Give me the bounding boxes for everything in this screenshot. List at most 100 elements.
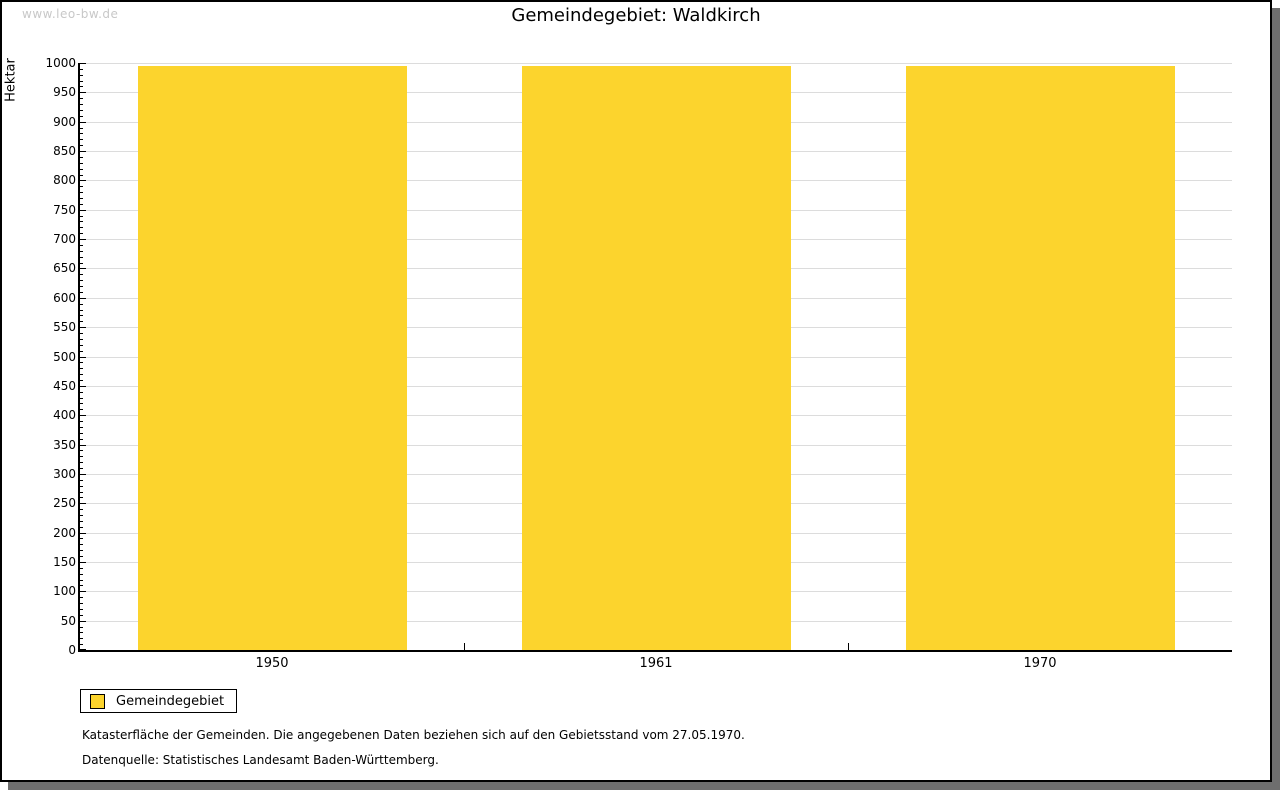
- y-tick-minor: [80, 544, 83, 545]
- bar-1950: [138, 66, 407, 650]
- y-tick-minor: [80, 310, 83, 311]
- y-tick-major: [80, 533, 86, 534]
- y-tick-minor: [80, 263, 83, 264]
- y-tick-minor: [80, 574, 83, 575]
- y-tick-minor: [80, 116, 83, 117]
- y-tick-minor: [80, 104, 83, 105]
- y-tick-major: [80, 63, 86, 64]
- y-tick-label: 200: [53, 526, 76, 540]
- y-tick-label: 550: [53, 320, 76, 334]
- y-tick-minor: [80, 627, 83, 628]
- y-tick-minor: [80, 456, 83, 457]
- y-tick-label: 100: [53, 584, 76, 598]
- y-axis-tick-labels: 0 50 100 150 200 250 300 350 400 450 500 550 600 650 7…: [2, 56, 76, 657]
- y-tick-minor: [80, 245, 83, 246]
- y-tick-minor: [80, 439, 83, 440]
- bar-1970: [906, 66, 1175, 650]
- y-tick-minor: [80, 216, 83, 217]
- y-tick-minor: [80, 362, 83, 363]
- x-tick-label: 1950: [255, 656, 289, 671]
- y-tick-minor: [80, 509, 83, 510]
- y-tick-minor: [80, 644, 83, 645]
- y-tick-label: 450: [53, 379, 76, 393]
- y-tick-label: 0: [68, 643, 76, 657]
- y-tick-minor: [80, 274, 83, 275]
- y-tick-label: 600: [53, 291, 76, 305]
- y-tick-minor: [80, 81, 83, 82]
- x-boundary-tick: [848, 643, 849, 650]
- x-tick-label: 1970: [1023, 656, 1057, 671]
- y-tick-minor: [80, 398, 83, 399]
- y-tick-minor: [80, 486, 83, 487]
- y-tick-label: 650: [53, 261, 76, 275]
- legend-swatch: [90, 693, 105, 709]
- y-tick-label: 350: [53, 438, 76, 452]
- y-tick-label: 800: [53, 173, 76, 187]
- y-tick-minor: [80, 333, 83, 334]
- y-tick-minor: [80, 133, 83, 134]
- y-tick-minor: [80, 538, 83, 539]
- y-tick-minor: [80, 585, 83, 586]
- y-tick-label: 300: [53, 467, 76, 481]
- y-tick-major: [80, 621, 86, 622]
- y-tick-major: [80, 151, 86, 152]
- y-tick-major: [80, 649, 86, 650]
- y-tick-minor: [80, 556, 83, 557]
- y-tick-minor: [80, 75, 83, 76]
- y-tick-minor: [80, 550, 83, 551]
- y-tick-minor: [80, 497, 83, 498]
- y-tick-minor: [80, 603, 83, 604]
- y-tick-minor: [80, 198, 83, 199]
- y-tick-major: [80, 210, 86, 211]
- y-tick-minor: [80, 321, 83, 322]
- y-tick-major: [80, 474, 86, 475]
- y-tick-minor: [80, 233, 83, 234]
- x-tick-label: 1961: [639, 656, 673, 671]
- y-tick-minor: [80, 163, 83, 164]
- y-tick-minor: [80, 433, 83, 434]
- y-tick-minor: [80, 204, 83, 205]
- y-tick-minor: [80, 374, 83, 375]
- y-tick-minor: [80, 69, 83, 70]
- y-tick-label: 500: [53, 350, 76, 364]
- y-tick-minor: [80, 632, 83, 633]
- y-tick-major: [80, 445, 86, 446]
- footnote-data-source: Datenquelle: Statistisches Landesamt Bad…: [82, 753, 439, 767]
- gridline: [80, 63, 1232, 64]
- bar-1961: [522, 66, 791, 650]
- y-tick-minor: [80, 315, 83, 316]
- y-tick-minor: [80, 492, 83, 493]
- y-tick-minor: [80, 638, 83, 639]
- y-tick-minor: [80, 345, 83, 346]
- plot-area: 1950 1961 1970: [78, 63, 1232, 671]
- y-tick-minor: [80, 351, 83, 352]
- y-tick-label: 1000: [45, 56, 76, 70]
- y-tick-minor: [80, 339, 83, 340]
- y-tick-label: 750: [53, 203, 76, 217]
- y-tick-major: [80, 122, 86, 123]
- y-tick-minor: [80, 480, 83, 481]
- y-tick-minor: [80, 304, 83, 305]
- y-tick-major: [80, 268, 86, 269]
- y-tick-minor: [80, 139, 83, 140]
- footnote-source-note: Katasterfläche der Gemeinden. Die angege…: [82, 728, 745, 742]
- y-tick-label: 900: [53, 115, 76, 129]
- y-tick-major: [80, 357, 86, 358]
- y-tick-major: [80, 327, 86, 328]
- y-tick-major: [80, 180, 86, 181]
- y-tick-minor: [80, 521, 83, 522]
- y-tick-minor: [80, 251, 83, 252]
- y-tick-minor: [80, 409, 83, 410]
- watermark: www.leo-bw.de: [22, 7, 119, 21]
- y-tick-minor: [80, 157, 83, 158]
- y-tick-minor: [80, 186, 83, 187]
- y-tick-minor: [80, 403, 83, 404]
- y-tick-minor: [80, 145, 83, 146]
- y-tick-major: [80, 562, 86, 563]
- y-tick-minor: [80, 98, 83, 99]
- chart-title: Gemeindegebiet: Waldkirch: [511, 5, 761, 26]
- y-tick-minor: [80, 615, 83, 616]
- y-tick-major: [80, 386, 86, 387]
- y-tick-minor: [80, 192, 83, 193]
